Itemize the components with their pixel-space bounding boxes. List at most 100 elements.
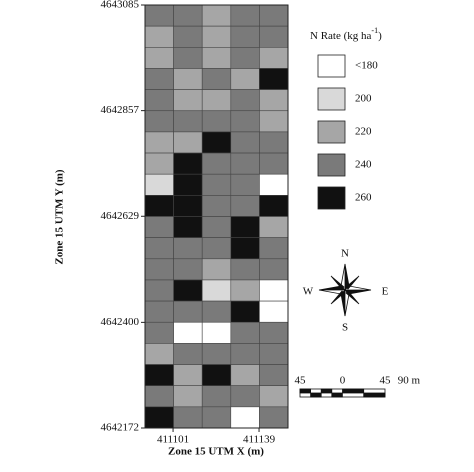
grid-cell — [230, 237, 260, 260]
grid-cell — [173, 25, 203, 48]
grid-cell — [173, 216, 203, 238]
compass-n: N — [341, 248, 349, 260]
grid-cell — [173, 300, 203, 323]
grid-cell — [230, 110, 260, 133]
grid-cell — [201, 258, 232, 281]
grid-cell — [173, 385, 203, 408]
grid-cell — [259, 152, 289, 175]
grid-cell — [259, 216, 289, 238]
legend-title-main: N Rate (kg ha — [310, 30, 372, 42]
grid-cell — [259, 258, 289, 281]
grid-cell — [173, 152, 203, 175]
legend-label: <180 — [355, 60, 378, 72]
grid-cell — [259, 68, 289, 90]
grid-cell — [201, 300, 232, 323]
grid-cell — [201, 110, 232, 133]
grid-cell — [173, 406, 203, 429]
legend-swatch — [317, 120, 346, 144]
grid-cell — [173, 4, 203, 27]
grid-cell — [201, 216, 232, 238]
legend-swatch — [317, 87, 346, 111]
y-tick-label: 4642629 — [101, 210, 140, 222]
grid-cell — [259, 343, 289, 365]
scale-label: 0 — [340, 375, 346, 387]
grid-cell — [230, 258, 260, 281]
grid-cell — [144, 406, 174, 429]
grid-cell — [259, 237, 289, 260]
grid-cell — [173, 110, 203, 133]
grid-cell — [201, 4, 232, 27]
legend-swatch — [317, 153, 346, 177]
grid-cell — [144, 343, 174, 365]
x-axis-label: Zone 15 UTM X (m) — [168, 446, 264, 458]
grid-cell — [173, 131, 203, 154]
grid-cell — [201, 25, 232, 48]
grid-cell — [230, 152, 260, 175]
grid-cell — [230, 173, 260, 196]
scale-bar — [299, 388, 386, 398]
legend-title: N Rate (kg ha-1) — [310, 26, 382, 42]
grid-cell — [173, 46, 203, 69]
grid-cell — [201, 46, 232, 69]
grid-cell — [144, 68, 174, 90]
grid-cell — [173, 173, 203, 196]
grid-cell — [230, 279, 260, 302]
grid-cell — [201, 131, 232, 154]
grid-cell — [230, 25, 260, 48]
x-tick-label: 411101 — [157, 434, 189, 446]
grid-cell — [173, 89, 203, 112]
grid-cell — [259, 321, 289, 344]
grid-cell — [173, 68, 203, 90]
grid-cell — [259, 4, 289, 27]
compass-e: E — [382, 286, 389, 298]
grid-cell — [144, 173, 174, 196]
grid-cell — [144, 152, 174, 175]
grid-cell — [230, 216, 260, 238]
legend-title-end: ) — [378, 30, 382, 42]
grid-cell — [259, 173, 289, 196]
grid-cell — [230, 385, 260, 408]
legend-label: 220 — [355, 126, 372, 138]
grid-cell — [201, 406, 232, 429]
grid-cell — [173, 343, 203, 365]
grid-cell — [230, 68, 260, 90]
grid-cell — [201, 343, 232, 365]
grid-cell — [230, 131, 260, 154]
grid-cell — [201, 89, 232, 112]
grid-cell — [144, 131, 174, 154]
grid-cell — [230, 406, 260, 429]
grid-cell — [144, 258, 174, 281]
grid-cell — [230, 300, 260, 323]
grid-cell — [230, 321, 260, 344]
y-tick-label: 4643085 — [101, 0, 140, 11]
compass-w: W — [303, 286, 314, 298]
grid-cell — [230, 4, 260, 27]
grid-cell — [144, 300, 174, 323]
y-tick-label: 4642400 — [101, 316, 140, 328]
grid-cell — [144, 364, 174, 386]
legend-title-sup: -1 — [371, 26, 378, 35]
grid-cell — [201, 279, 232, 302]
grid-cell — [259, 46, 289, 69]
scale-label: 45 — [380, 375, 392, 387]
grid-cell — [144, 385, 174, 408]
grid-cell — [201, 237, 232, 260]
grid-cell — [259, 131, 289, 154]
legend-label: 260 — [355, 192, 372, 204]
grid-cell — [144, 46, 174, 69]
grid-cell — [259, 406, 289, 429]
grid-cell — [259, 25, 289, 48]
grid-cell — [259, 279, 289, 302]
scale-label: 45 — [295, 375, 307, 387]
grid-cell — [144, 237, 174, 260]
y-axis-label: Zone 15 UTM Y (m) — [54, 169, 66, 264]
grid-cell — [201, 68, 232, 90]
grid-cell — [201, 195, 232, 217]
grid-cell — [173, 364, 203, 386]
grid-cell — [173, 321, 203, 344]
grid-cell — [259, 195, 289, 217]
grid-cell — [259, 364, 289, 386]
grid-cell — [230, 89, 260, 112]
legend-swatch — [317, 186, 346, 210]
